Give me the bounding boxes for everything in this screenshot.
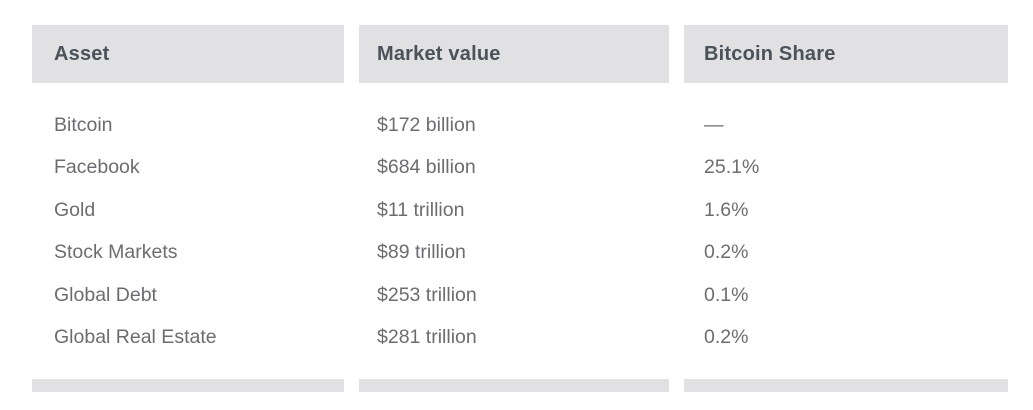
asset-cell: Global Debt [54, 283, 157, 306]
market-value-cell: $172 billion [377, 113, 476, 136]
bitcoin-share-cell: 1.6% [704, 198, 749, 221]
table-row: Stock Markets $89 trillion 0.2% [32, 232, 1008, 275]
column-header-asset: Asset [32, 25, 344, 83]
asset-cell: Gold [54, 198, 96, 221]
table-row: Facebook $684 billion 25.1% [32, 147, 1008, 190]
footer-strip [359, 379, 669, 392]
column-header-bitcoin-share: Bitcoin Share [684, 25, 1008, 83]
asset-comparison-table: Asset Market value Bitcoin Share Bitcoin… [32, 25, 1008, 392]
asset-cell: Stock Markets [54, 241, 178, 264]
bitcoin-share-cell: 0.1% [704, 283, 749, 306]
table-header-row: Asset Market value Bitcoin Share [32, 25, 1008, 83]
table-row: Bitcoin $172 billion — [32, 104, 1008, 147]
bitcoin-share-cell: 0.2% [704, 241, 749, 264]
asset-cell: Facebook [54, 156, 140, 179]
column-header-asset-label: Asset [54, 42, 110, 65]
market-value-cell: $684 billion [377, 156, 476, 179]
table-row: Global Real Estate $281 trillion 0.2% [32, 317, 1008, 360]
asset-cell: Bitcoin [54, 113, 113, 136]
market-value-cell: $89 trillion [377, 241, 466, 264]
market-value-cell: $11 trillion [377, 198, 465, 221]
bitcoin-share-cell: 25.1% [704, 156, 760, 179]
bitcoin-share-cell: — [704, 113, 724, 136]
footer-strip [32, 379, 344, 392]
footer-strip [684, 379, 1008, 392]
table-row: Global Debt $253 trillion 0.1% [32, 274, 1008, 317]
table-row: Gold $11 trillion 1.6% [32, 189, 1008, 232]
table-body: Bitcoin $172 billion — Facebook $684 bil… [32, 104, 1008, 359]
market-value-cell: $253 trillion [377, 283, 477, 306]
asset-cell: Global Real Estate [54, 326, 217, 349]
column-header-market-value-label: Market value [377, 42, 501, 65]
table-footer-row [32, 379, 1008, 392]
bitcoin-share-cell: 0.2% [704, 326, 749, 349]
column-header-bitcoin-share-label: Bitcoin Share [704, 42, 836, 65]
market-value-cell: $281 trillion [377, 326, 477, 349]
column-header-market-value: Market value [359, 25, 669, 83]
